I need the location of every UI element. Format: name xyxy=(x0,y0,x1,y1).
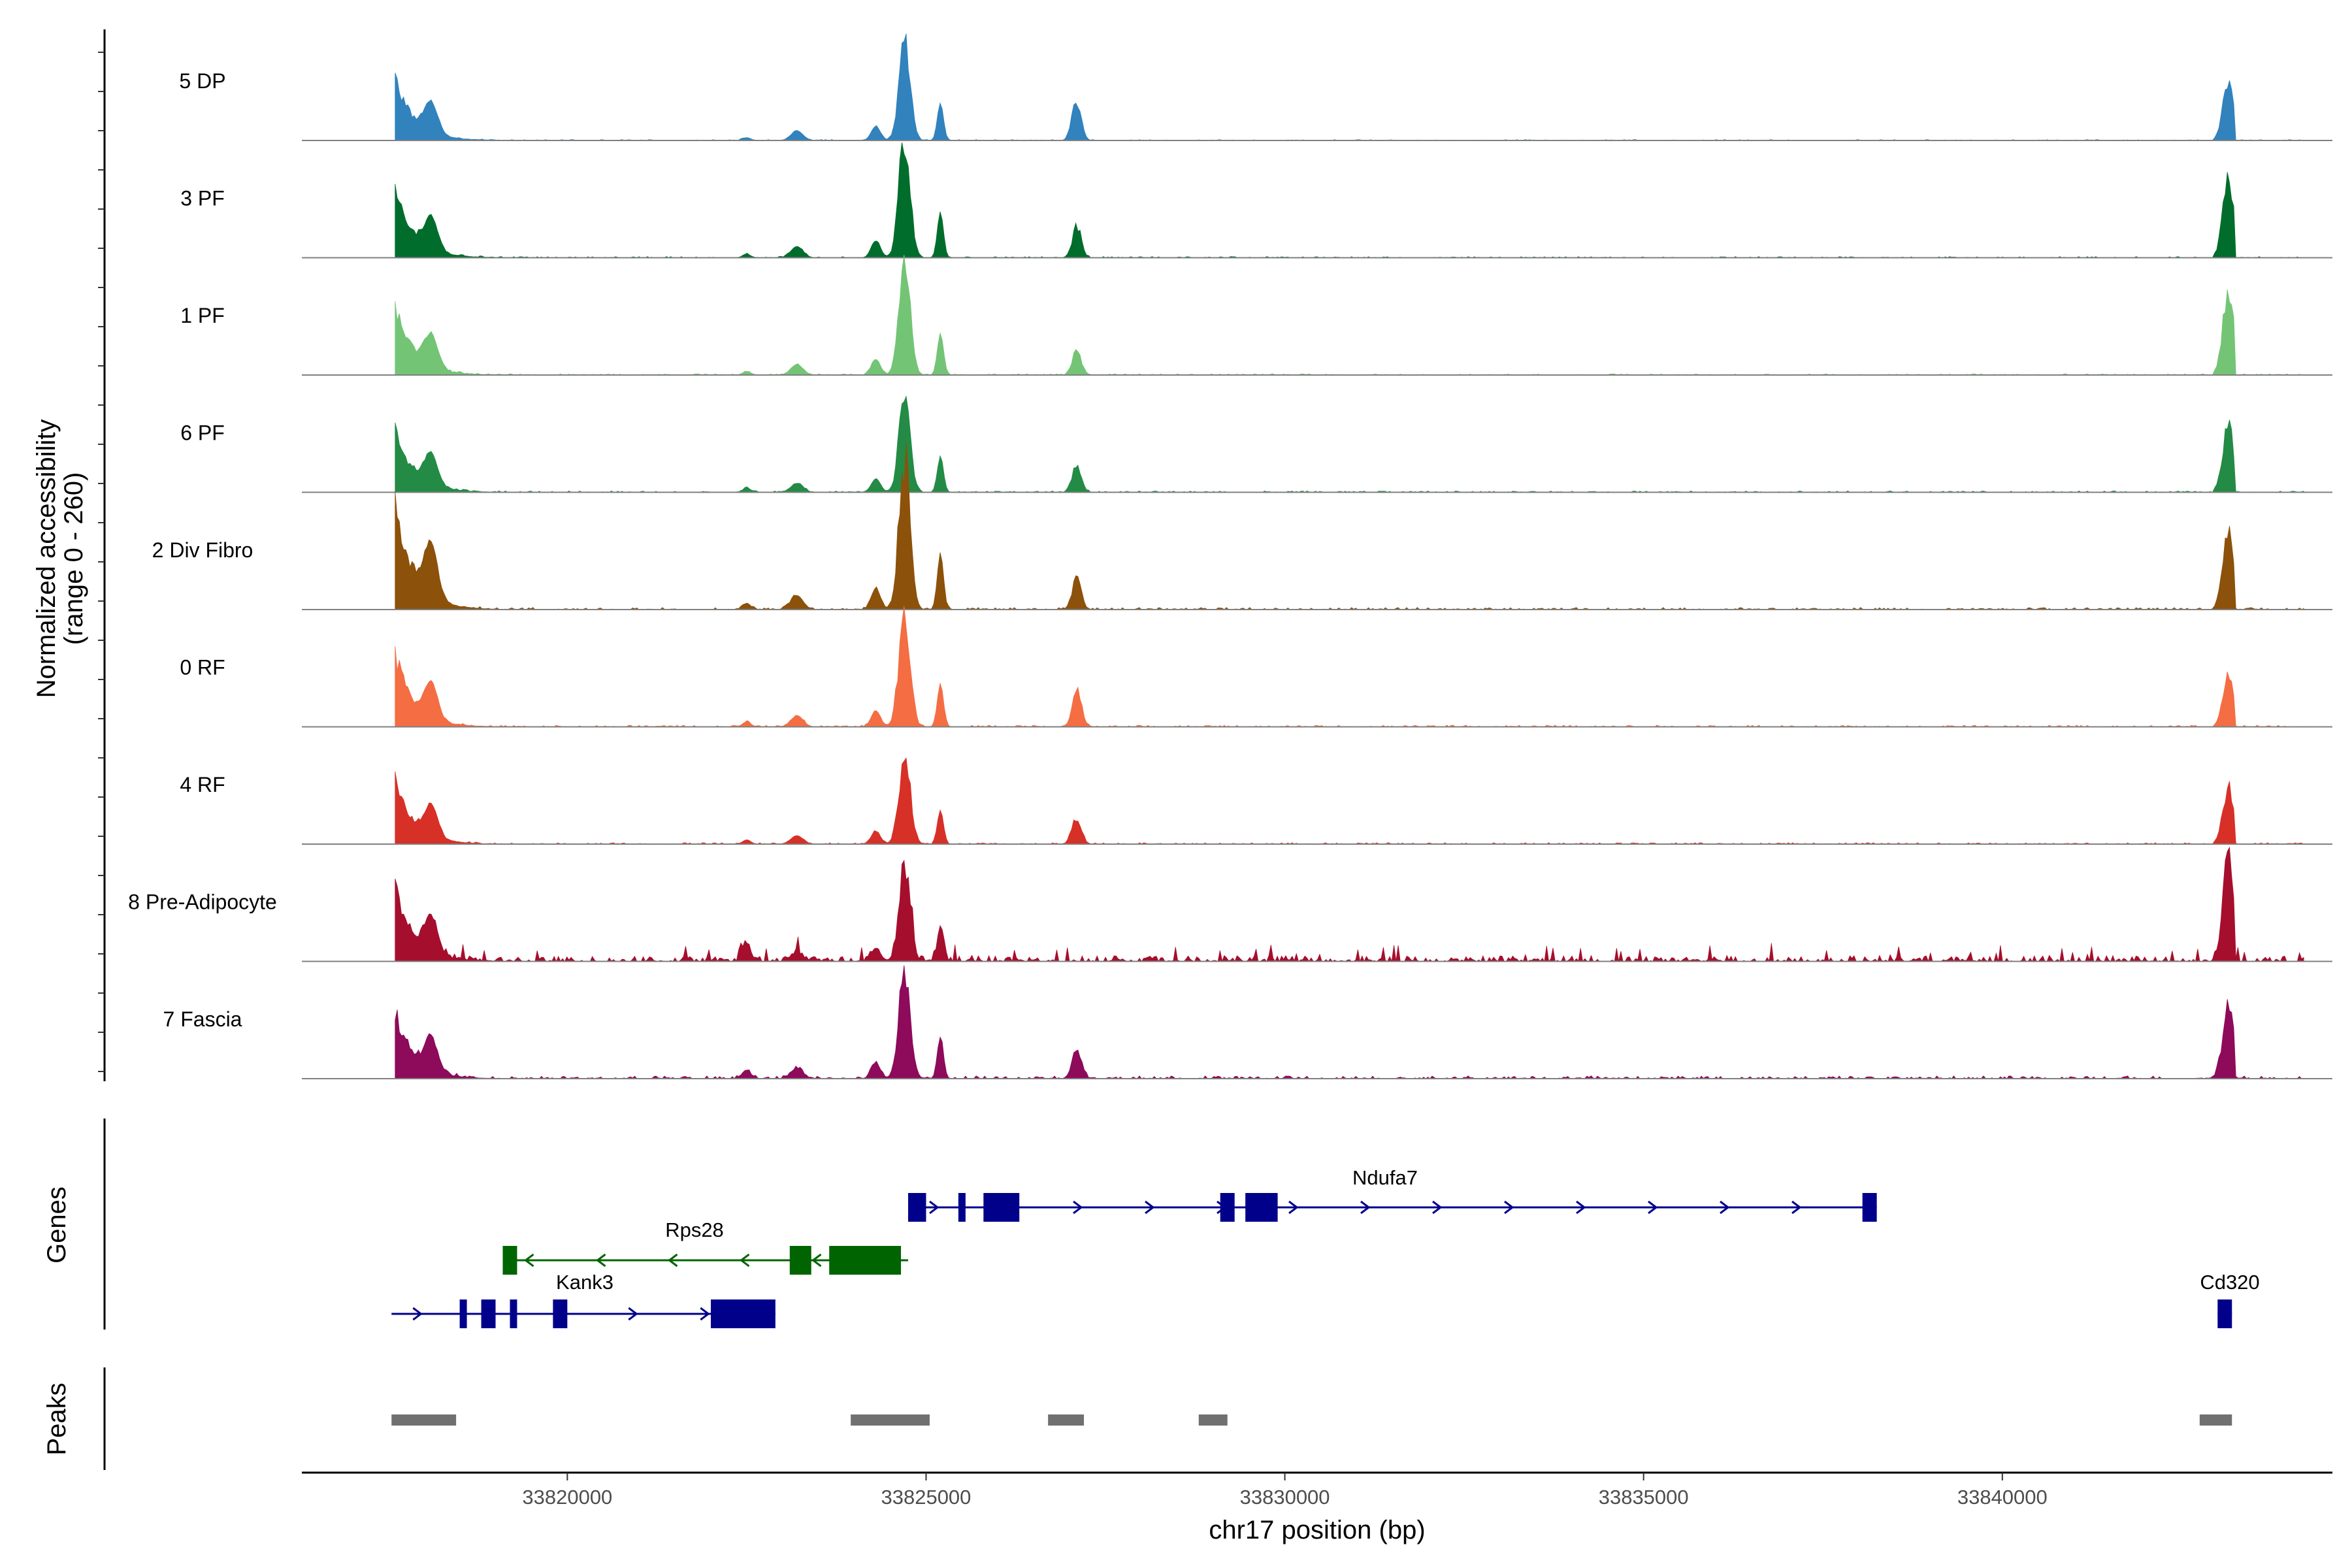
coverage-tracks: 5 DP 3 PF 1 PF 6 PF 2 Div Fibro 0 RF 4 RF 8 Pre… xyxy=(128,33,2332,1079)
gene-exon xyxy=(2217,1299,2232,1328)
peaks-panel-title: Peaks xyxy=(42,1382,71,1455)
left-axes: Normalized accessibility(range 0 - 260) G… xyxy=(32,29,106,1470)
gene-exon xyxy=(710,1299,776,1328)
peak-region xyxy=(1198,1414,1228,1426)
x-axis-title: chr17 position (bp) xyxy=(1209,1516,1425,1544)
strand-arrow xyxy=(700,1307,710,1321)
gene-exon xyxy=(481,1299,496,1328)
strand-arrow xyxy=(1504,1200,1514,1215)
coverage-area xyxy=(395,846,2304,962)
gene-label: Rps28 xyxy=(665,1218,724,1241)
coverage-area xyxy=(395,142,2304,258)
coverage-area xyxy=(395,395,2304,493)
gene-exon xyxy=(983,1193,1020,1222)
gene-exon xyxy=(553,1299,568,1328)
x-tick-label: 33820000 xyxy=(522,1486,612,1509)
gene-exon xyxy=(908,1193,926,1222)
gene-label: Cd320 xyxy=(2200,1271,2259,1294)
gene-exon xyxy=(1862,1193,1877,1222)
x-axis: 33820000 33825000 33830000 33835000 33840000… xyxy=(302,1471,2332,1544)
gene-label: Ndufa7 xyxy=(1352,1166,1418,1189)
coverage-area xyxy=(395,606,2304,728)
gene-annotation-panel: Ndufa7 Rps28 Kank3 Cd320 xyxy=(391,1166,2260,1328)
strand-arrow xyxy=(1288,1200,1299,1215)
strand-arrow xyxy=(412,1307,423,1321)
x-tick-label: 33840000 xyxy=(1957,1486,2048,1509)
track-label: 7 Fascia xyxy=(163,1007,242,1031)
peak-annotation-panel xyxy=(391,1414,2232,1426)
track-label: 3 PF xyxy=(180,187,225,210)
y-axis-title: Normalized accessibility(range 0 - 260) xyxy=(32,419,88,698)
strand-arrow xyxy=(628,1307,638,1321)
strand-arrow xyxy=(668,1253,678,1267)
strand-arrow xyxy=(929,1200,939,1215)
gene-exon xyxy=(502,1246,517,1275)
strand-arrow xyxy=(1073,1200,1083,1215)
peak-region xyxy=(391,1414,457,1426)
gene-exon xyxy=(1220,1193,1235,1222)
coverage-area xyxy=(395,965,2304,1079)
gene-exon xyxy=(510,1299,517,1328)
track-label: 5 DP xyxy=(179,69,225,93)
coverage-area xyxy=(395,254,2304,376)
gene-exon xyxy=(789,1246,811,1275)
track-label: 6 PF xyxy=(180,421,225,445)
gene-exon xyxy=(958,1193,966,1222)
strand-arrow xyxy=(1145,1200,1155,1215)
coverage-area xyxy=(395,442,2304,610)
gene-label: Kank3 xyxy=(556,1271,613,1294)
track-label: 2 Div Fibro xyxy=(152,538,253,562)
peak-region xyxy=(2199,1414,2232,1426)
track-label: 4 RF xyxy=(180,773,225,796)
coverage-area xyxy=(395,33,2304,141)
strand-arrow xyxy=(1432,1200,1443,1215)
strand-arrow xyxy=(1791,1200,1802,1215)
gene-exon xyxy=(1245,1193,1278,1222)
strand-arrow xyxy=(1360,1200,1371,1215)
track-label: 1 PF xyxy=(180,304,225,327)
strand-arrow xyxy=(1576,1200,1586,1215)
strand-arrow xyxy=(1720,1200,1730,1215)
x-tick-label: 33825000 xyxy=(881,1486,971,1509)
coverage-area xyxy=(395,757,2304,845)
genes-panel-title: Genes xyxy=(42,1186,71,1264)
strand-arrow xyxy=(811,1253,822,1267)
peak-region xyxy=(1048,1414,1085,1426)
strand-arrow xyxy=(1648,1200,1658,1215)
strand-arrow xyxy=(524,1253,534,1267)
peak-region xyxy=(851,1414,930,1426)
x-tick-label: 33835000 xyxy=(1599,1486,1689,1509)
y-axis-title-line: (range 0 - 260) xyxy=(59,472,88,645)
y-axis-title-line: Normalized accessibility xyxy=(32,419,61,698)
strand-arrow xyxy=(740,1253,750,1267)
x-tick-label: 33830000 xyxy=(1240,1486,1330,1509)
gene-exon xyxy=(459,1299,467,1328)
gene-exon xyxy=(829,1246,902,1275)
strand-arrow xyxy=(596,1253,606,1267)
track-label: 0 RF xyxy=(180,656,225,679)
track-label: 8 Pre-Adipocyte xyxy=(128,890,277,914)
